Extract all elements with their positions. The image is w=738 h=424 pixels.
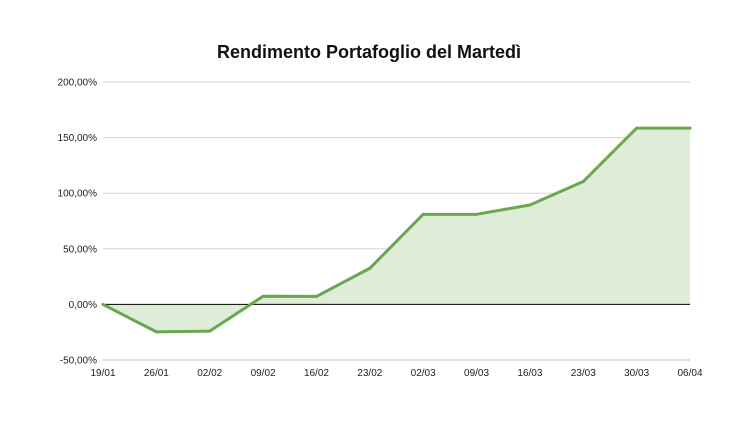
axes xyxy=(103,303,690,361)
data-point xyxy=(635,126,639,130)
data-point xyxy=(314,294,318,298)
area-fill-layer xyxy=(103,128,690,332)
x-tick-label: 02/03 xyxy=(411,368,436,379)
data-point xyxy=(368,266,372,270)
y-tick-label: -50,00% xyxy=(60,356,97,367)
x-tick-label: 06/04 xyxy=(677,368,702,379)
y-tick-label: 0,00% xyxy=(69,300,97,311)
data-point xyxy=(261,294,265,298)
series-line-layer xyxy=(101,126,692,334)
x-tick-label: 09/03 xyxy=(464,368,489,379)
data-point xyxy=(688,126,692,130)
data-point xyxy=(154,330,158,334)
x-tick-label: 16/02 xyxy=(304,368,329,379)
x-tick-label: 16/03 xyxy=(517,368,542,379)
chart-title: Rendimento Portafoglio del Martedì xyxy=(217,42,521,62)
data-point xyxy=(528,203,532,207)
data-point xyxy=(475,212,479,216)
x-tick-label: 19/01 xyxy=(90,368,115,379)
y-tick-label: 50,00% xyxy=(63,244,97,255)
y-tick-label: 100,00% xyxy=(58,189,98,200)
y-tick-label: 150,00% xyxy=(58,133,98,144)
x-tick-label: 23/03 xyxy=(571,368,596,379)
area-fill xyxy=(103,128,690,332)
x-tick-label: 02/02 xyxy=(197,368,222,379)
y-tick-label: 200,00% xyxy=(58,78,98,89)
x-tick-label: 09/02 xyxy=(251,368,276,379)
x-tick-label: 26/01 xyxy=(144,368,169,379)
data-point xyxy=(101,302,105,306)
x-tick-labels: 19/01 26/01 02/02 09/02 16/02 23/02 02/03 09/03… xyxy=(90,368,702,379)
data-point xyxy=(208,329,212,333)
data-point xyxy=(581,180,585,184)
y-tick-labels: -50,00% 0,00% 50,00% 100,00% 150,00% 200,00% xyxy=(58,78,98,367)
series-line xyxy=(101,126,692,334)
data-point xyxy=(421,212,425,216)
x-tick-label: 30/03 xyxy=(624,368,649,379)
x-tick-label: 23/02 xyxy=(357,368,382,379)
